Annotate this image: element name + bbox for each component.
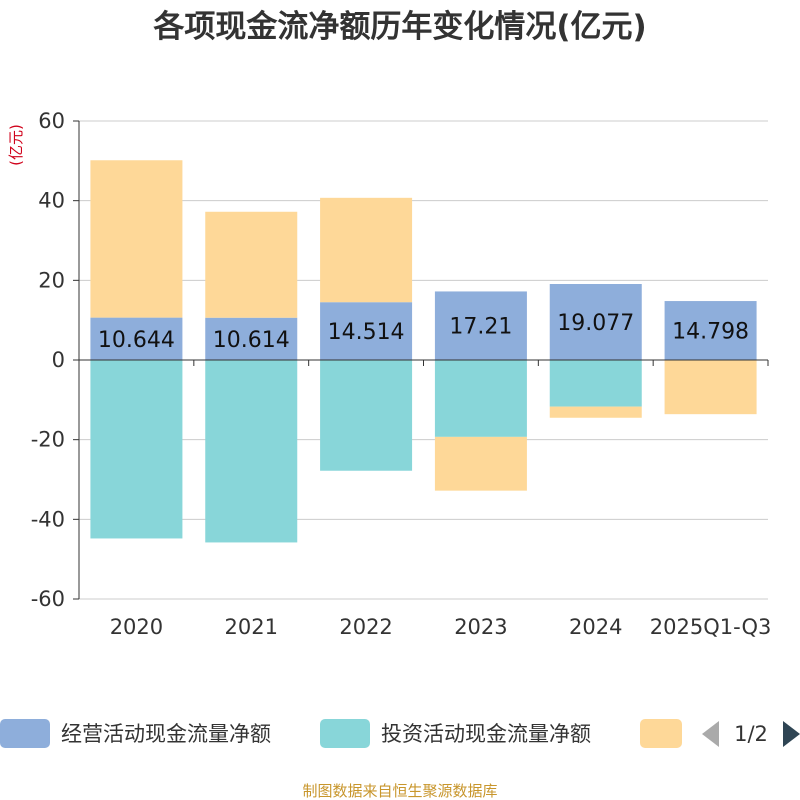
legend-swatch-operating xyxy=(0,719,50,748)
bar-series0 xyxy=(664,301,757,360)
bar-series1 xyxy=(434,360,527,437)
chart-title: 各项现金流净额历年变化情况(亿元) xyxy=(152,9,646,45)
legend-label-investing: 投资活动现金流量净额 xyxy=(381,722,591,746)
data-label: 10.614 xyxy=(213,328,290,353)
data-source-note: 制图数据来自恒生聚源数据库 xyxy=(302,782,497,800)
data-labels: 10.644 10.614 14.514 17.21 19.077 14.798 xyxy=(98,311,749,353)
bar-series1 xyxy=(549,360,642,407)
y-tick-label: 40 xyxy=(38,189,65,213)
bar-series2 xyxy=(320,197,413,303)
bar-series2 xyxy=(90,160,183,318)
bar-series0 xyxy=(205,317,298,360)
x-tick-label: 2021 xyxy=(225,615,278,639)
legend-item-investing[interactable]: 投资活动现金流量净额 xyxy=(320,719,591,748)
y-tick-label: 0 xyxy=(52,348,65,372)
y-axis-unit: (亿元) xyxy=(7,124,25,166)
bars xyxy=(90,160,757,543)
data-label: 14.514 xyxy=(328,320,405,345)
bar-series0 xyxy=(434,291,527,360)
data-label: 17.21 xyxy=(449,315,512,340)
bar-series0 xyxy=(320,302,413,360)
y-tick-label: -20 xyxy=(31,428,65,452)
y-tick-label: 20 xyxy=(38,268,65,292)
bar-series1 xyxy=(205,360,298,543)
x-tick-label: 2025Q1-Q3 xyxy=(650,615,772,639)
legend-next-page-icon[interactable] xyxy=(783,721,800,747)
axes: -60 -40 -20 0 20 40 60 2020 2021 2022 2023 2024 2025… xyxy=(31,109,772,639)
legend-swatch-financing xyxy=(640,719,682,748)
bar-series1 xyxy=(90,360,183,539)
bar-series2 xyxy=(549,406,642,418)
bar-series2 xyxy=(664,360,757,415)
legend-item-financing[interactable] xyxy=(640,719,682,748)
legend: 经营活动现金流量净额 投资活动现金流量净额 1/2 xyxy=(0,719,800,748)
grid-lines xyxy=(79,120,768,600)
legend-swatch-investing xyxy=(320,719,370,748)
x-tick-label: 2022 xyxy=(339,615,392,639)
data-label: 14.798 xyxy=(672,320,749,345)
y-tick-label: -60 xyxy=(31,587,65,611)
bar-series2 xyxy=(205,211,298,318)
bar-series0 xyxy=(549,284,642,360)
data-label: 19.077 xyxy=(557,311,634,336)
x-tick-label: 2020 xyxy=(110,615,163,639)
legend-item-operating[interactable]: 经营活动现金流量净额 xyxy=(0,719,271,748)
bar-series2 xyxy=(434,436,527,491)
y-tick-label: 60 xyxy=(38,109,65,133)
x-tick-label: 2024 xyxy=(569,615,622,639)
bar-series0 xyxy=(90,317,183,360)
bar-series1 xyxy=(320,360,413,471)
y-tick-label: -40 xyxy=(31,507,65,531)
x-tick-label: 2023 xyxy=(454,615,507,639)
legend-label-operating: 经营活动现金流量净额 xyxy=(61,722,271,746)
legend-prev-page-icon[interactable] xyxy=(702,721,719,747)
legend-page-indicator: 1/2 xyxy=(734,722,768,746)
data-label: 10.644 xyxy=(98,328,175,353)
